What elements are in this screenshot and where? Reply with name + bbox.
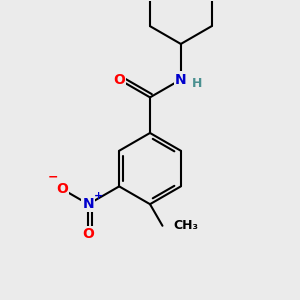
Text: +: + <box>94 191 103 201</box>
Text: N: N <box>82 197 94 211</box>
Text: CH₃: CH₃ <box>173 219 198 232</box>
Text: H: H <box>192 77 202 90</box>
Text: N: N <box>175 73 187 87</box>
Text: O: O <box>56 182 68 196</box>
Text: O: O <box>82 227 94 242</box>
Text: O: O <box>113 73 125 87</box>
Text: −: − <box>48 170 58 183</box>
